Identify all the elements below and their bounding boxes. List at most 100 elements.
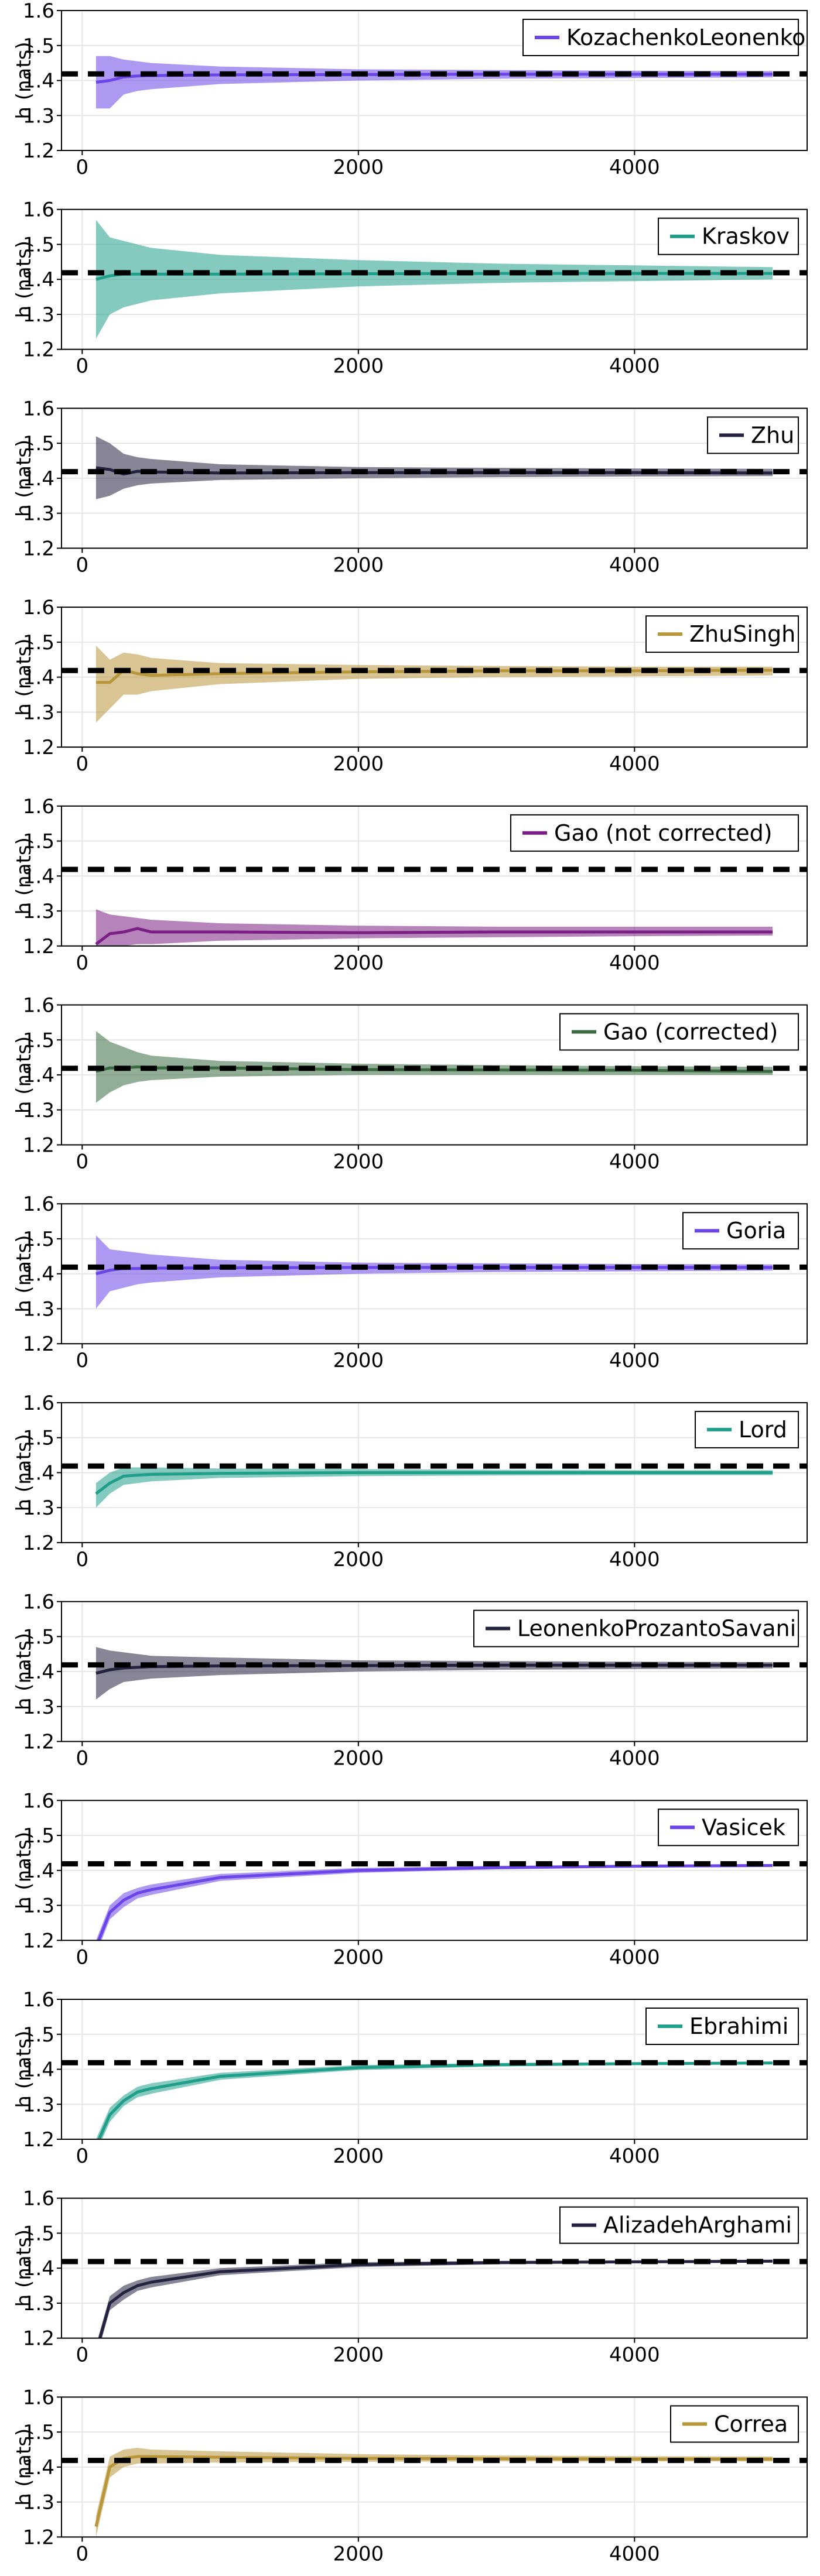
x-tick-label: 4000 — [609, 355, 660, 378]
y-tick-label: 1.4 — [23, 1461, 54, 1485]
y-tick-label: 1.6 — [23, 596, 54, 619]
legend: LeonenkoProzantoSavani — [473, 1609, 799, 1647]
y-tick-label: 1.5 — [23, 35, 54, 58]
y-tick-label: 1.3 — [23, 303, 54, 327]
subplot-10: 1.2 1.3 1.4 1.5 1.6 0 2000 4000 h (nats) Ebrahimi — [12, 1988, 808, 2168]
x-tick-label: 2000 — [333, 1945, 384, 1969]
y-tick-label: 1.2 — [23, 1731, 54, 1754]
y-tick-label: 1.2 — [23, 1929, 54, 1952]
x-tick-label: 0 — [76, 2542, 89, 2565]
legend-label: KozachenkoLeonenko — [566, 25, 805, 50]
y-axis-label: h (nats) — [12, 42, 36, 119]
y-tick-label: 1.3 — [23, 1895, 54, 1918]
y-axis-label: h (nats) — [12, 2229, 36, 2307]
y-tick-label: 1.6 — [23, 2386, 54, 2409]
legend-box — [645, 615, 799, 653]
legend-label: Gao (not corrected) — [554, 820, 773, 846]
confidence-band — [95, 1647, 773, 1700]
y-axis-label: h (nats) — [12, 1434, 36, 1511]
x-tick-label: 0 — [76, 1150, 89, 1174]
y-tick-label: 1.3 — [23, 900, 54, 923]
x-tick-label: 0 — [76, 355, 89, 378]
x-tick-label: 0 — [76, 1548, 89, 1571]
legend-label: AlizadehArghami — [603, 2212, 792, 2238]
y-axis-label: h (nats) — [12, 1633, 36, 1710]
legend-box — [559, 1013, 799, 1051]
y-tick-label: 1.6 — [23, 2187, 54, 2211]
x-tick-label: 2000 — [333, 553, 384, 577]
y-axis-label: h (nats) — [12, 241, 36, 318]
x-tick-label: 2000 — [333, 1349, 384, 1372]
x-tick-label: 0 — [76, 1747, 89, 1770]
legend-label: Vasicek — [702, 1814, 785, 1840]
y-tick-label: 1.6 — [23, 1988, 54, 2012]
y-tick-label: 1.2 — [23, 338, 54, 362]
x-tick-label: 0 — [76, 2344, 89, 2367]
y-tick-label: 1.4 — [23, 666, 54, 690]
y-tick-label: 1.2 — [23, 736, 54, 759]
series-line — [95, 927, 773, 946]
y-tick-label: 1.5 — [23, 631, 54, 655]
y-tick-label: 1.3 — [23, 502, 54, 526]
y-tick-label: 1.4 — [23, 70, 54, 93]
x-tick-label: 0 — [76, 553, 89, 577]
subplot-6: 1.2 1.3 1.4 1.5 1.6 0 2000 4000 h (nats) Goria — [12, 1193, 808, 1372]
subplot-11: 1.2 1.3 1.4 1.5 1.6 0 2000 4000 h (nats) Alizadeh… — [12, 2187, 808, 2367]
y-axis-label: h (nats) — [12, 837, 36, 914]
legend: Lord — [695, 1410, 799, 1448]
y-tick-label: 1.6 — [23, 397, 54, 420]
x-tick-label: 2000 — [333, 1548, 384, 1571]
x-tick-label: 4000 — [609, 951, 660, 975]
y-tick-label: 1.5 — [23, 830, 54, 854]
x-tick-label: 2000 — [333, 1150, 384, 1174]
y-tick-label: 1.4 — [23, 2058, 54, 2082]
y-tick-label: 1.5 — [23, 432, 54, 455]
y-tick-label: 1.2 — [23, 537, 54, 560]
legend: Vasicek — [658, 1808, 799, 1847]
y-tick-label: 1.4 — [23, 2257, 54, 2280]
y-tick-label: 1.3 — [23, 1496, 54, 1520]
y-axis-label: h (nats) — [12, 638, 36, 715]
y-tick-label: 1.3 — [23, 2292, 54, 2315]
confidence-band — [95, 436, 773, 499]
x-tick-label: 4000 — [609, 2542, 660, 2565]
confidence-band — [95, 56, 773, 109]
y-tick-label: 1.6 — [23, 198, 54, 222]
legend: Goria — [682, 1212, 799, 1250]
x-tick-label: 4000 — [609, 156, 660, 179]
x-tick-label: 4000 — [609, 1548, 660, 1571]
y-tick-label: 1.4 — [23, 1859, 54, 1883]
legend: Zhu — [707, 416, 799, 454]
y-tick-label: 1.2 — [23, 2526, 54, 2549]
y-tick-label: 1.3 — [23, 2093, 54, 2116]
confidence-band — [95, 645, 773, 723]
y-axis-label: h (nats) — [12, 2428, 36, 2506]
x-tick-label: 0 — [76, 1945, 89, 1969]
y-axis-label: h (nats) — [12, 1036, 36, 1114]
series-line — [97, 1864, 773, 1941]
legend-label: Zhu — [751, 422, 794, 448]
y-tick-label: 1.4 — [23, 2456, 54, 2479]
y-axis-label: h (nats) — [12, 440, 36, 517]
x-tick-label: 2000 — [333, 156, 384, 179]
legend-box — [658, 217, 799, 255]
subplot-1: 1.2 1.3 1.4 1.5 1.6 0 2000 4000 h (nats) Kraskov — [12, 198, 808, 378]
y-tick-label: 1.6 — [23, 994, 54, 1018]
x-tick-label: 4000 — [609, 1150, 660, 1174]
y-tick-label: 1.6 — [23, 1193, 54, 1216]
y-tick-label: 1.2 — [23, 1532, 54, 1555]
x-tick-label: 2000 — [333, 951, 384, 975]
y-tick-label: 1.3 — [23, 1297, 54, 1321]
confidence-band — [95, 220, 773, 339]
series-line — [95, 1471, 773, 1495]
y-tick-label: 1.2 — [23, 139, 54, 163]
y-tick-label: 1.2 — [23, 935, 54, 958]
y-tick-label: 1.3 — [23, 104, 54, 128]
x-tick-label: 4000 — [609, 553, 660, 577]
y-tick-label: 1.3 — [23, 1099, 54, 1122]
x-tick-label: 0 — [76, 1349, 89, 1372]
subplot-3: 1.2 1.3 1.4 1.5 1.6 0 2000 4000 h (nats) ZhuSingh — [12, 596, 808, 776]
y-tick-label: 1.3 — [23, 1695, 54, 1719]
x-tick-label: 2000 — [333, 355, 384, 378]
